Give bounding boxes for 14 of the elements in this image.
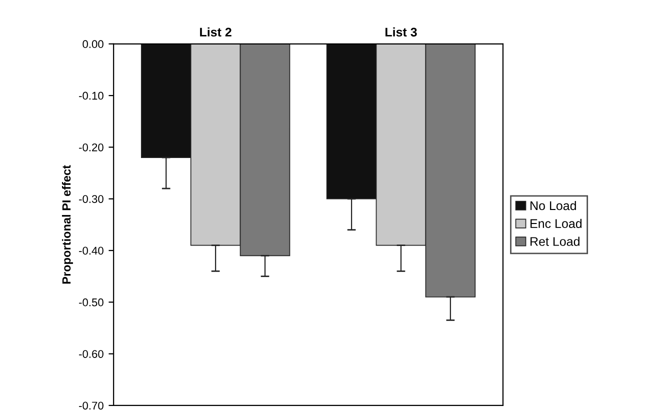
y-tick-label: -0.20 bbox=[79, 143, 104, 152]
y-tick-label: -0.50 bbox=[79, 298, 104, 306]
y-tick-label: -0.30 bbox=[79, 195, 104, 203]
y-axis-title: Proportional PI effect bbox=[62, 165, 73, 284]
x-tick-label: List 2 bbox=[200, 27, 232, 37]
y-tick-label: -0.40 bbox=[79, 246, 104, 255]
x-tick-label: List 3 bbox=[386, 27, 417, 37]
legend-label: Enc Load bbox=[530, 218, 582, 228]
y-tick-label: 0.00 bbox=[82, 40, 104, 48]
legend-label: Ret Load bbox=[530, 236, 580, 246]
legend-label: No Load bbox=[530, 200, 576, 210]
y-tick-label: -0.10 bbox=[79, 92, 104, 100]
y-tick-label: -0.70 bbox=[79, 402, 104, 410]
y-tick-label: -0.60 bbox=[79, 350, 104, 358]
